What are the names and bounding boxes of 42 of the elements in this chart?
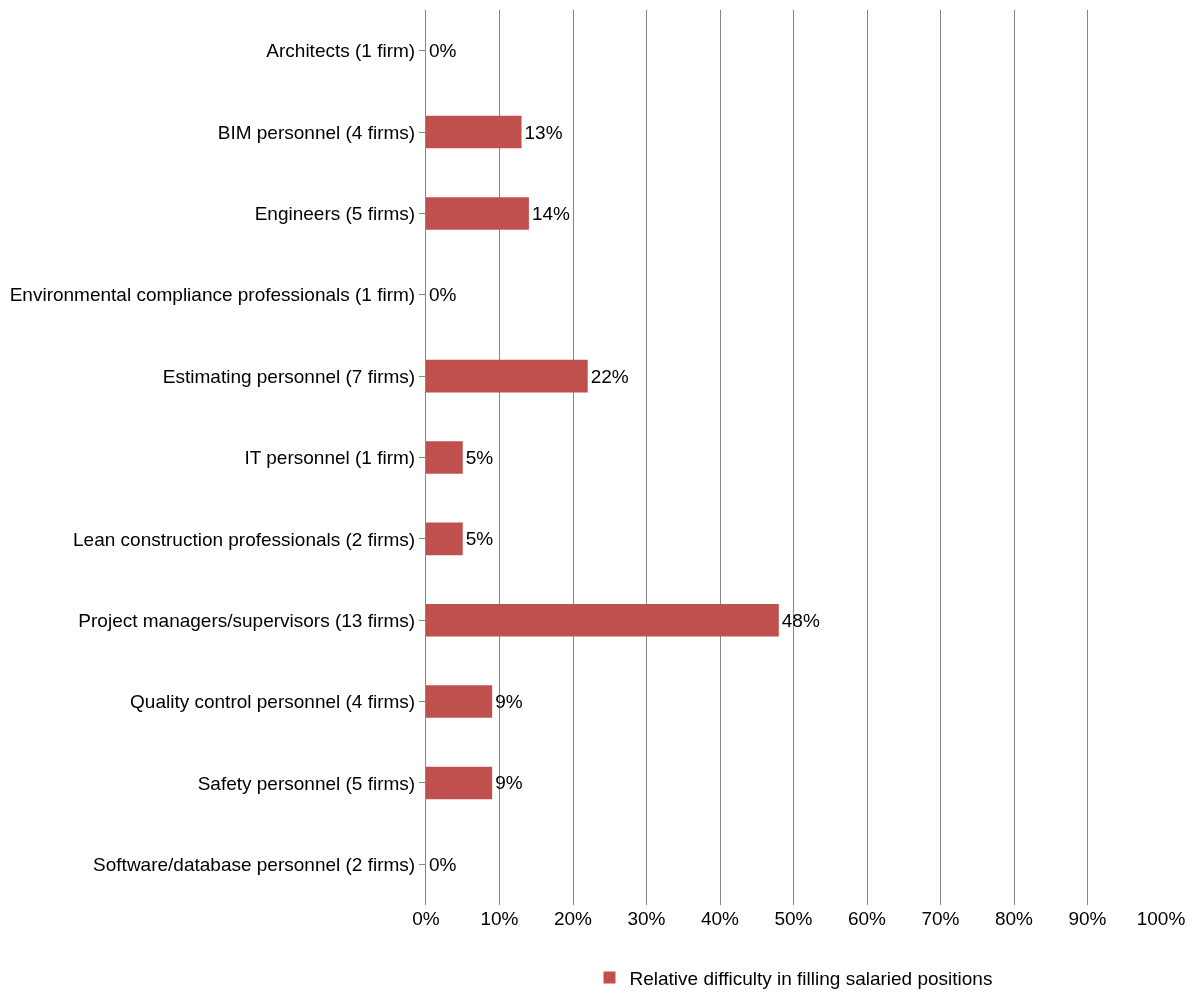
y-tick-label: IT personnel (1 firm) [244,447,416,469]
x-tick-label: 0% [412,908,440,929]
x-tick-label: 90% [1068,908,1107,929]
legend-label: Relative difficulty in filling salaried positions [629,967,993,989]
y-tick-label: Project managers/supervisors (13 firms) [78,609,416,631]
y-tick-label: Quality control personnel (4 firms) [130,691,416,713]
y-tick-label: Environmental compliance professionals (1 firm) [9,284,416,306]
y-tick-label: Software/database personnel (2 firms) [93,853,416,875]
bar [426,197,529,230]
x-tick-label: 70% [921,908,960,929]
bar [426,766,493,800]
data-label: 13% [524,121,563,143]
x-tick-label: 10% [480,908,519,929]
x-tick-label: 40% [700,908,740,929]
x-tick-label: 50% [774,908,813,929]
data-label: 0% [429,853,457,875]
data-label: 9% [495,691,523,713]
x-tick-label: 20% [553,908,593,929]
data-label: 0% [429,284,457,306]
x-tick-label: 80% [994,908,1034,929]
data-label: 14% [531,202,571,224]
y-tick-label: Architects (1 firm) [266,40,416,62]
bar [426,359,588,393]
y-tick-label: Safety personnel (5 firms) [197,772,416,794]
y-tick-label: Estimating personnel (7 firms) [162,365,416,387]
bar [426,522,463,556]
data-label: 5% [465,447,494,468]
x-tick-label: 100% [1136,908,1186,929]
x-tick-label: 60% [847,908,887,929]
data-label: 9% [495,772,523,794]
data-label: 48% [781,609,820,631]
y-tick-label: BIM personnel (4 firms) [217,121,416,143]
bar [426,603,779,637]
data-label: 0% [429,40,457,62]
data-label: 5% [465,528,494,550]
x-tick-label: 30% [627,908,666,929]
bar [426,115,522,149]
bar [426,441,463,474]
y-tick-label: Engineers (5 firms) [254,203,416,225]
bar [426,685,493,718]
y-tick-label: Lean construction professionals (2 firms) [73,528,416,550]
data-label: 22% [590,365,629,387]
